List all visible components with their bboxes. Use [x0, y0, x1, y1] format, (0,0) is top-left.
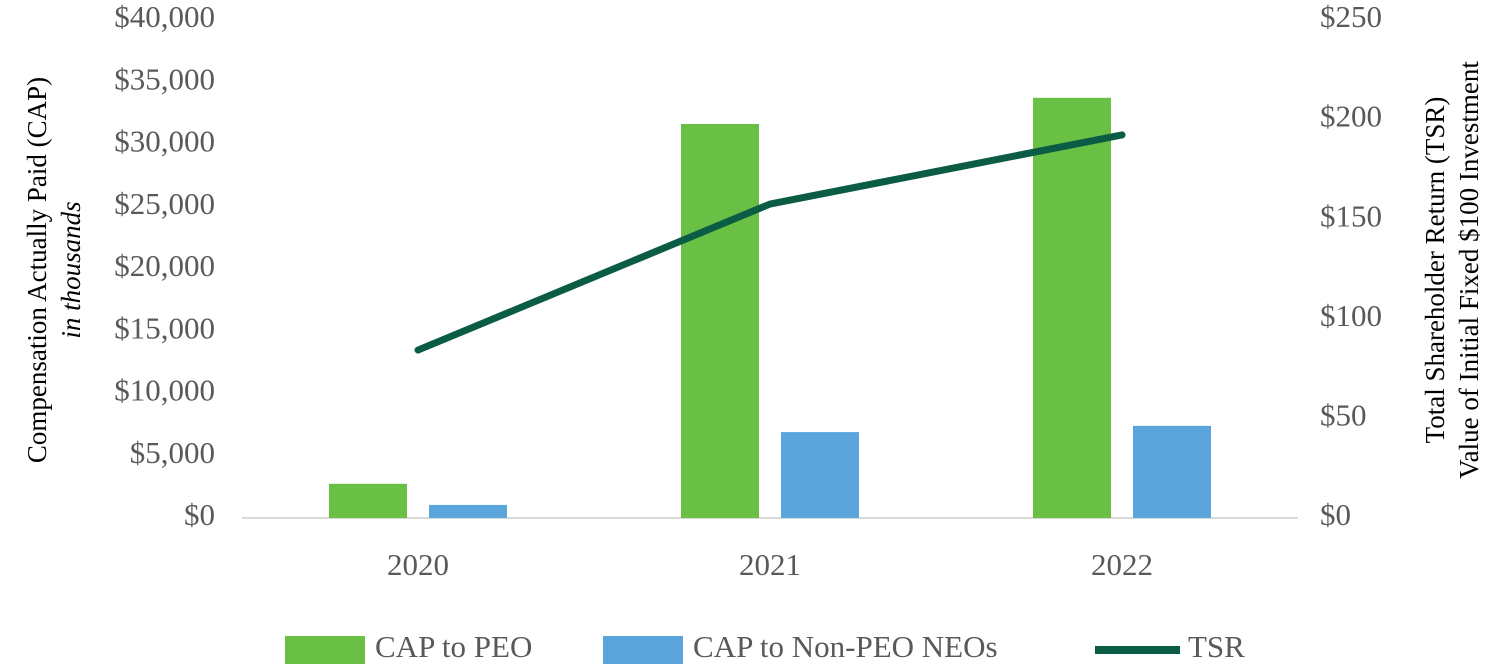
legend-label: CAP to Non-PEO NEOs: [693, 629, 998, 664]
legend-swatch: [285, 636, 365, 664]
y-tick-label: $25,000: [114, 186, 215, 221]
y2-tick-label: $50: [1320, 398, 1367, 433]
x-tick-label: 2020: [387, 547, 449, 582]
legend-label: TSR: [1188, 629, 1245, 664]
y-tick-label: $15,000: [114, 310, 215, 345]
bar: [429, 504, 507, 518]
y2-axis-title: Total Shareholder Return (TSR): [1420, 97, 1450, 444]
y2-tick-label: $200: [1320, 99, 1382, 134]
y-axis-note: in thousands: [56, 201, 86, 338]
x-tick-label: 2021: [739, 547, 801, 582]
y-tick-label: $0: [184, 497, 215, 532]
y2-tick-label: $150: [1320, 198, 1382, 233]
y2-axis-note: Value of Initial Fixed $100 Investment: [1454, 61, 1484, 479]
y-tick-label: $20,000: [114, 248, 215, 283]
y2-tick-label: $250: [1320, 0, 1382, 34]
y-tick-label: $5,000: [130, 435, 215, 470]
y-tick-label: $35,000: [114, 61, 215, 96]
line: [414, 131, 1126, 354]
y-axis-title: Compensation Actually Paid (CAP): [22, 77, 52, 463]
bar: [1133, 425, 1211, 518]
y-tick-label: $40,000: [114, 0, 215, 34]
x-tick-label: 2022: [1091, 547, 1153, 582]
bar: [329, 483, 407, 518]
bar: [781, 432, 859, 518]
y-tick-label: $10,000: [114, 373, 215, 408]
bar: [1033, 97, 1111, 518]
legend-label: CAP to PEO: [375, 629, 532, 664]
y-tick-label: $30,000: [114, 124, 215, 159]
legend-swatch: [603, 636, 683, 664]
bar: [681, 123, 759, 519]
y2-tick-label: $100: [1320, 298, 1382, 333]
y2-tick-label: $0: [1320, 497, 1351, 532]
